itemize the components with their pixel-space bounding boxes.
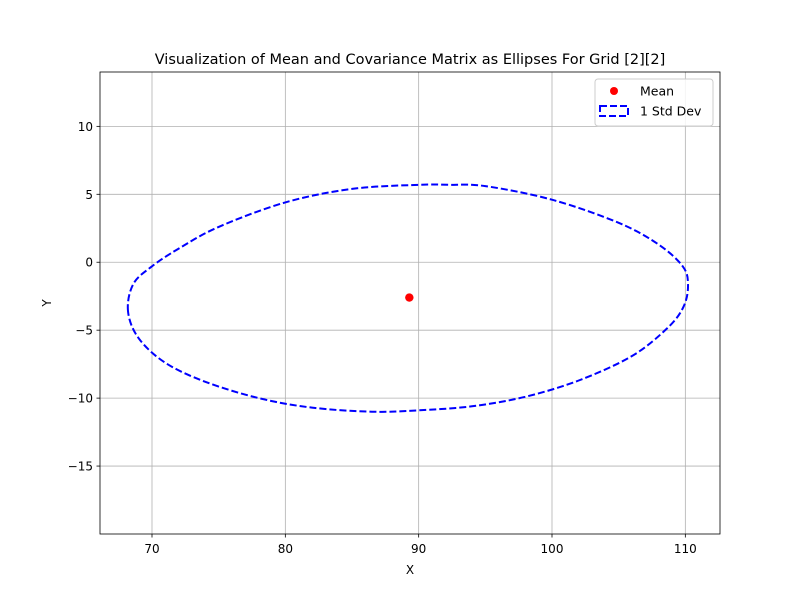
legend: Mean 1 Std Dev <box>594 78 714 127</box>
x-tick-label: 100 <box>541 542 564 556</box>
x-grid <box>151 72 686 534</box>
mean-point <box>405 293 414 302</box>
legend-std-label: 1 Std Dev <box>640 104 702 119</box>
plot-frame <box>99 71 721 535</box>
x-tick-label: 70 <box>144 542 159 556</box>
x-tick-label: 110 <box>674 542 697 556</box>
y-tick-label: 10 <box>78 120 93 134</box>
y-tick-label: 5 <box>85 188 93 202</box>
x-axis-label: X <box>406 563 414 577</box>
y-axis-label: Y <box>40 299 54 308</box>
y-tick-label: −10 <box>68 392 93 406</box>
chart-title: Visualization of Mean and Covariance Mat… <box>155 52 666 68</box>
series-layer <box>126 183 690 413</box>
y-axis-ticks: −15 −10 −5 0 5 10 <box>68 120 100 474</box>
legend-mean-label: Mean <box>640 84 674 99</box>
x-tick-label: 80 <box>278 542 293 556</box>
legend-std-swatch <box>599 105 629 117</box>
x-axis-ticks: 70 80 90 100 110 <box>144 534 697 556</box>
y-tick-label: −5 <box>75 324 93 338</box>
legend-box <box>594 78 714 127</box>
y-tick-label: −15 <box>68 460 93 474</box>
std-dev-ellipse <box>126 183 690 413</box>
plot-area <box>100 72 720 534</box>
legend-mean-marker <box>610 87 618 95</box>
x-tick-label: 90 <box>411 542 426 556</box>
y-tick-label: 0 <box>85 256 93 270</box>
